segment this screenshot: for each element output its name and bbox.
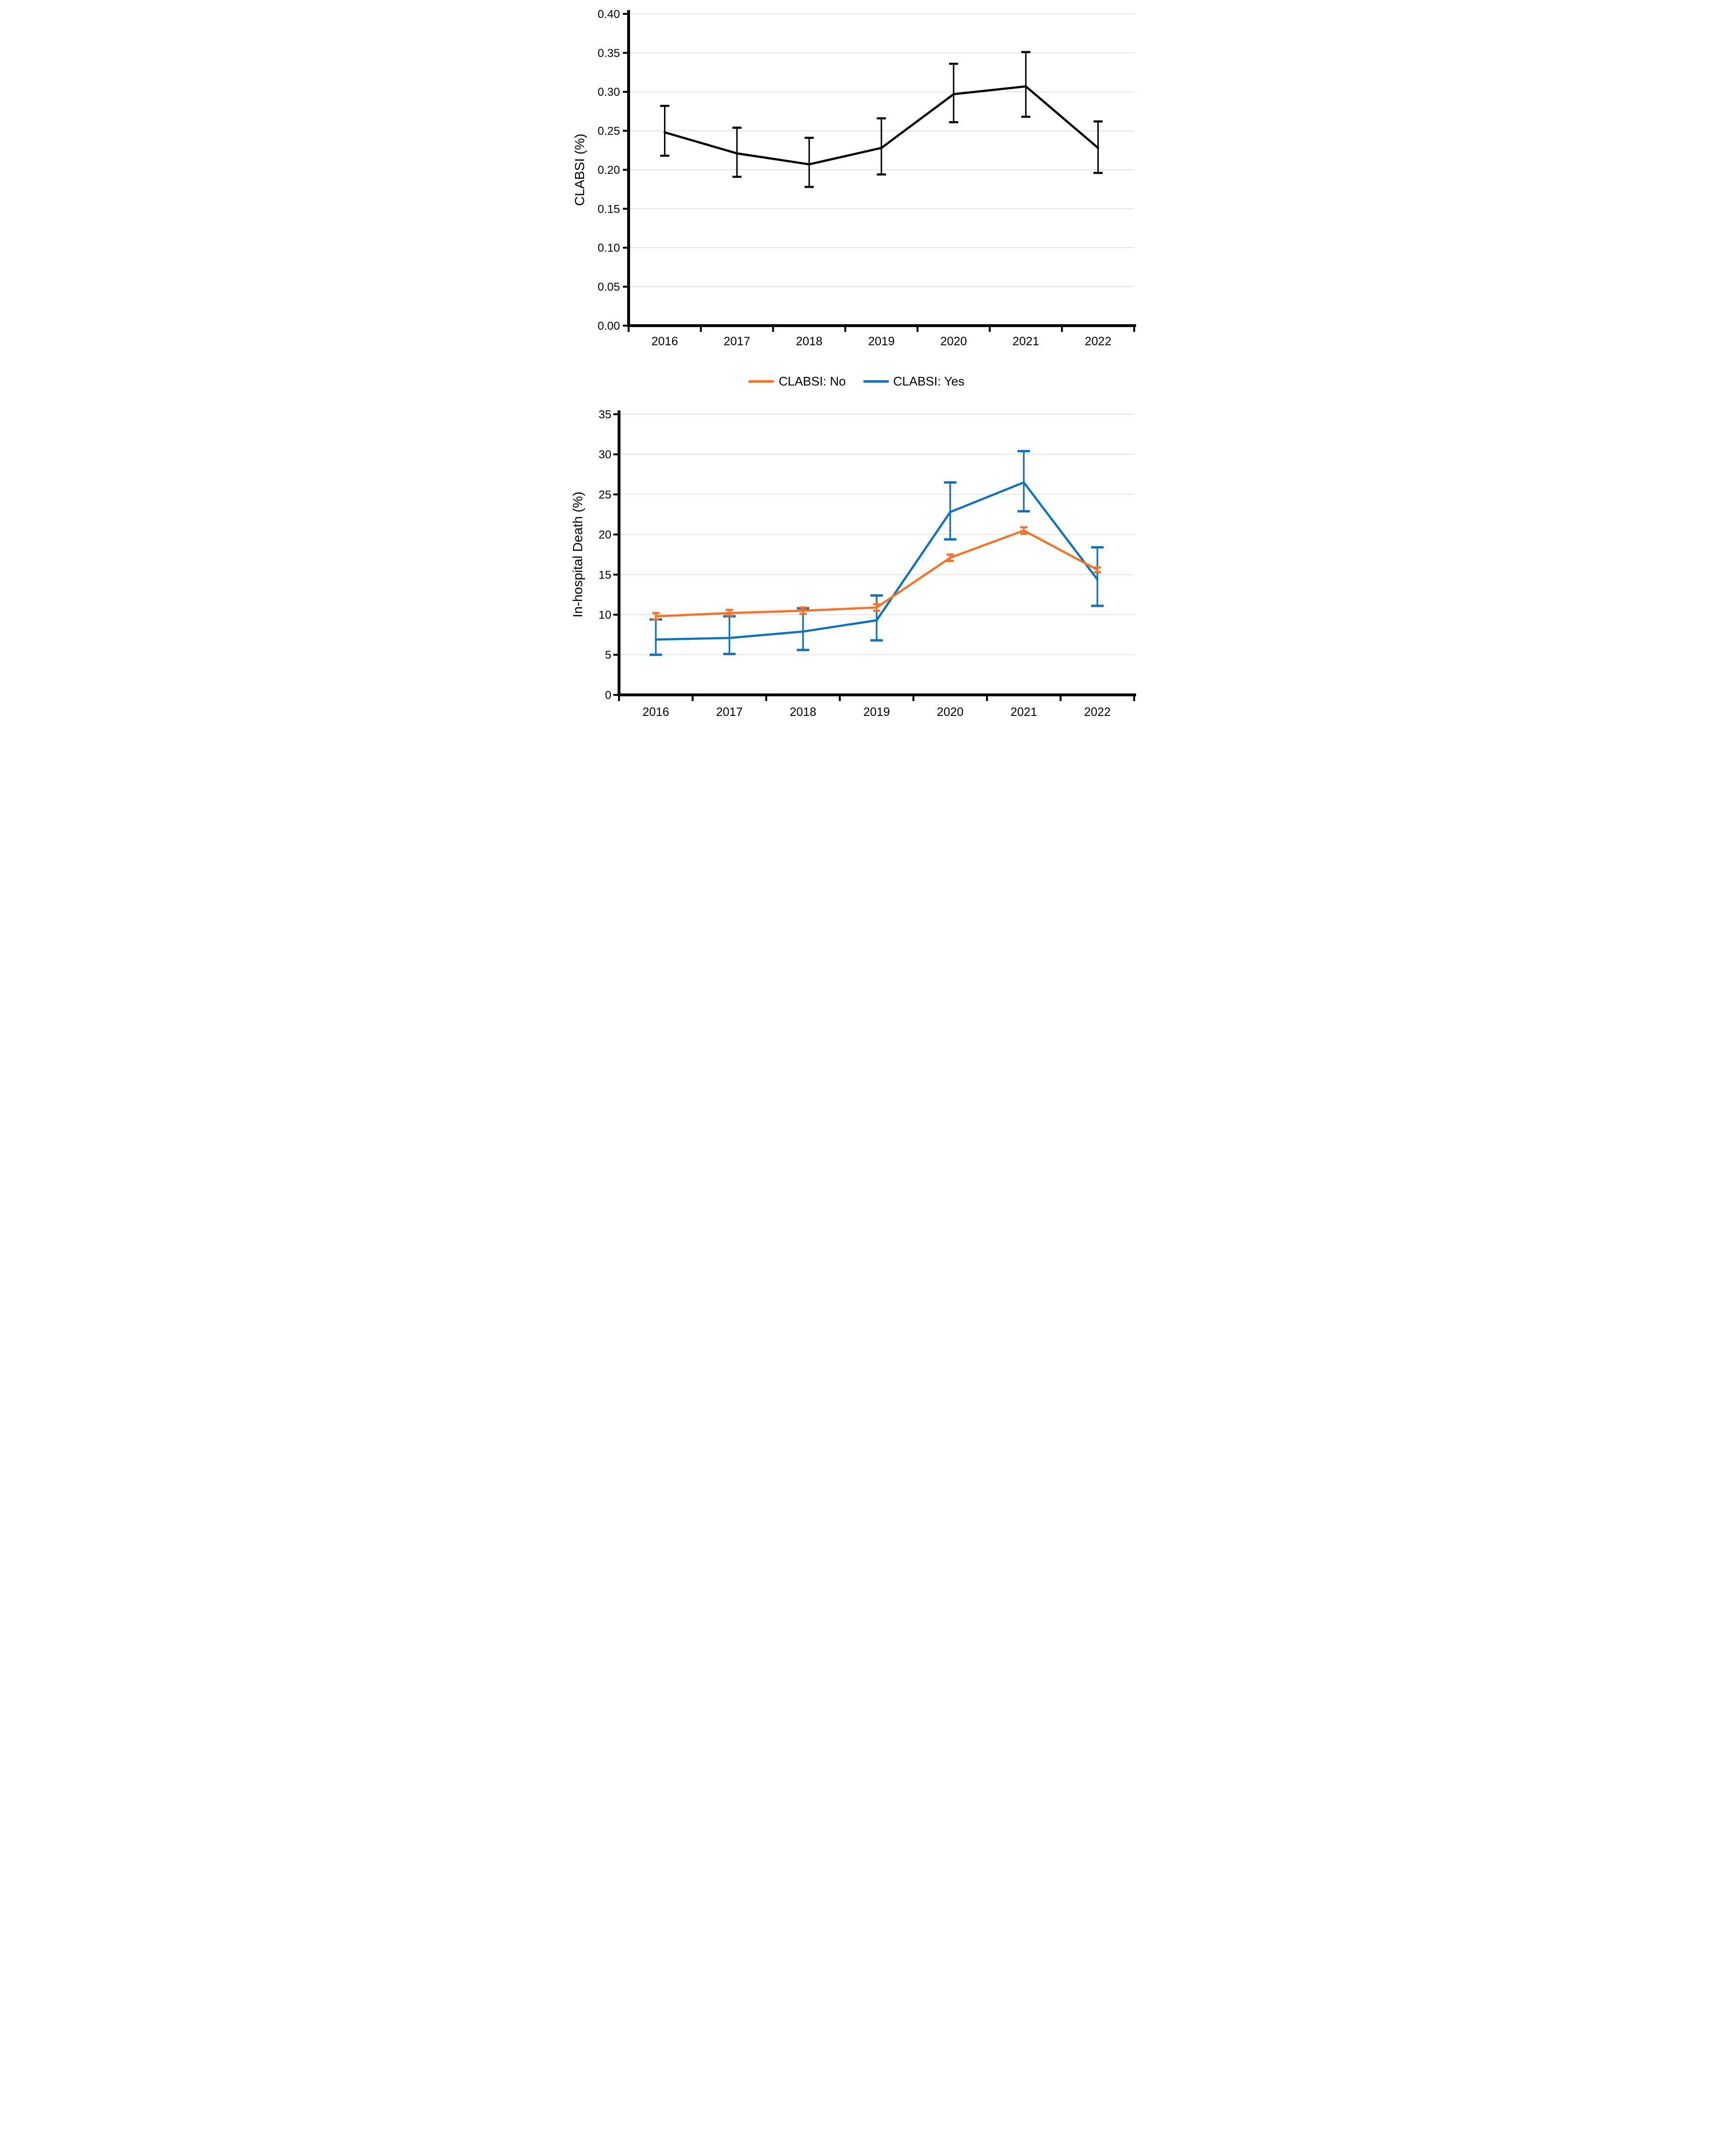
x-tick-labels: 2016 2017 2018 2019 2020 2021 2022 [642, 705, 1111, 719]
svg-text:2020: 2020 [937, 705, 964, 719]
svg-text:2018: 2018 [796, 335, 823, 348]
svg-text:15: 15 [598, 568, 611, 581]
svg-text:2020: 2020 [940, 335, 967, 348]
y-tick-labels: 0.00 0.05 0.10 0.15 0.20 0.25 0.30 0.35 0.40 [597, 8, 620, 332]
axes [613, 410, 1136, 701]
error-bars-clabsi-rate [660, 51, 1103, 188]
svg-text:10: 10 [598, 609, 611, 622]
svg-text:2021: 2021 [1011, 705, 1037, 719]
clabsi-rate-chart: 0.00 0.05 0.10 0.15 0.20 0.25 0.30 0.35 0.40 2016… [569, 0, 1144, 364]
series-line-clabsi-rate [664, 85, 1099, 166]
svg-text:0.20: 0.20 [597, 164, 620, 177]
legend-line-swatch-orange [748, 380, 775, 383]
svg-text:25: 25 [598, 488, 611, 501]
svg-text:0.00: 0.00 [597, 319, 620, 332]
svg-text:0.10: 0.10 [597, 242, 620, 255]
y-axis-title: In-hospital Death (%) [570, 491, 585, 617]
svg-text:2016: 2016 [652, 335, 678, 348]
axes [623, 10, 1136, 332]
svg-text:30: 30 [598, 448, 611, 461]
series-line-clabsi-no [654, 529, 1099, 618]
legend: CLABSI: No CLABSI: Yes [569, 364, 1144, 398]
svg-text:2019: 2019 [863, 705, 890, 719]
svg-text:5: 5 [605, 649, 611, 662]
x-tick-labels: 2016 2017 2018 2019 2020 2021 2022 [652, 335, 1112, 348]
svg-text:2016: 2016 [642, 705, 669, 719]
svg-text:2021: 2021 [1013, 335, 1039, 348]
svg-text:35: 35 [598, 408, 611, 421]
svg-text:0.25: 0.25 [597, 125, 620, 138]
clabsi-rate-svg: 0.00 0.05 0.10 0.15 0.20 0.25 0.30 0.35 0.40 2016… [572, 8, 1136, 348]
y-tick-labels: 0 5 10 15 20 25 30 35 [598, 408, 611, 702]
svg-text:0: 0 [605, 689, 611, 702]
svg-text:2022: 2022 [1084, 705, 1111, 719]
in-hospital-death-chart: 0 5 10 15 20 25 30 35 2016 2017 2018 2019 2020 2021 20… [569, 398, 1144, 723]
error-bars-clabsi-no [652, 526, 1101, 621]
svg-text:0.35: 0.35 [597, 47, 620, 60]
series-line-clabsi-yes [654, 481, 1099, 641]
error-bars-clabsi-yes [649, 450, 1104, 656]
legend-item-clabsi-yes: CLABSI: Yes [863, 374, 965, 389]
y-axis-title: CLABSI (%) [572, 134, 587, 206]
legend-item-clabsi-no: CLABSI: No [748, 374, 846, 389]
svg-text:20: 20 [598, 529, 611, 542]
legend-line-swatch-blue [863, 380, 889, 383]
legend-label-clabsi-no: CLABSI: No [778, 374, 846, 388]
svg-text:0.05: 0.05 [597, 281, 620, 294]
svg-text:2019: 2019 [868, 335, 895, 348]
legend-label-clabsi-yes: CLABSI: Yes [893, 374, 965, 388]
svg-text:2018: 2018 [789, 705, 816, 719]
svg-text:0.30: 0.30 [597, 86, 620, 99]
svg-text:2017: 2017 [723, 335, 750, 348]
svg-text:2017: 2017 [716, 705, 743, 719]
figure: 0.00 0.05 0.10 0.15 0.20 0.25 0.30 0.35 0.40 2016… [569, 0, 1144, 723]
svg-text:2022: 2022 [1085, 335, 1112, 348]
svg-text:0.15: 0.15 [597, 203, 620, 216]
svg-text:0.40: 0.40 [597, 8, 620, 21]
